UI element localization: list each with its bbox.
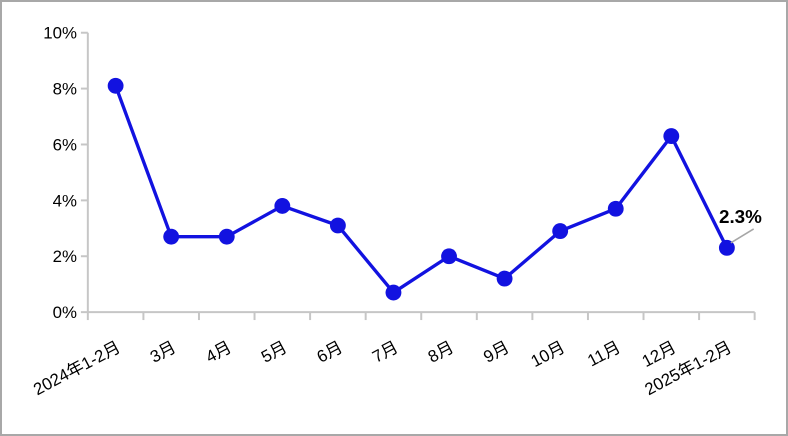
x-category-label: 11月 <box>584 338 623 371</box>
data-point-marker <box>441 248 457 265</box>
data-point-marker <box>607 200 624 217</box>
x-category-label: 6月 <box>314 338 346 367</box>
x-category-label: 7月 <box>369 338 401 367</box>
data-point-marker <box>385 284 402 301</box>
data-point-marker <box>218 228 235 245</box>
x-category-label: 8月 <box>425 338 457 367</box>
plot-area: 0% 2% 4% 6% 8% 10% 2024年1-2月 3月 4月 5月 6月 7月 8月 9月 10月 1… <box>30 24 756 400</box>
x-category-label: 9月 <box>480 338 512 367</box>
data-point-marker <box>163 228 180 245</box>
y-tick-label: 10% <box>43 24 77 43</box>
data-point-marker <box>107 77 124 94</box>
x-category-label: 3月 <box>147 338 179 367</box>
last-point-annotation: 2.3% <box>719 206 762 227</box>
y-tick-label: 8% <box>53 80 77 99</box>
y-tick-label: 4% <box>53 191 77 210</box>
annotation-leader-line <box>730 228 755 244</box>
x-category-label: 10月 <box>528 338 568 371</box>
data-line <box>113 84 729 295</box>
x-category-label: 5月 <box>258 338 290 367</box>
data-point-marker <box>329 217 346 234</box>
y-tick-label: 0% <box>53 303 77 322</box>
data-point-marker <box>552 223 569 240</box>
y-tick-label: 2% <box>53 247 77 266</box>
data-point-marker <box>496 270 513 287</box>
x-category-label: 2024年1-2月 <box>30 338 123 400</box>
data-point-marker <box>274 198 291 214</box>
x-category-label: 4月 <box>203 338 235 367</box>
data-point-marker <box>718 239 735 256</box>
data-point-marker <box>663 128 680 145</box>
y-tick-label: 6% <box>53 135 77 154</box>
